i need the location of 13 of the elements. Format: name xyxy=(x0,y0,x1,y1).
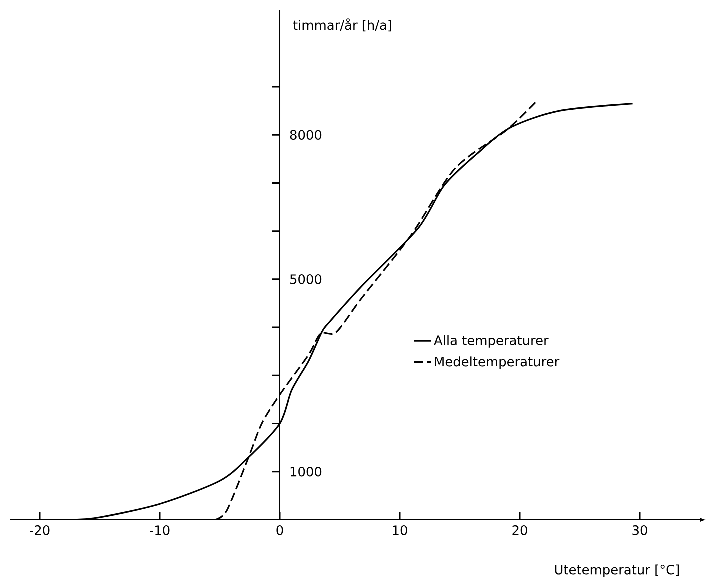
x-tick-label: 30 xyxy=(632,526,648,536)
x-tick-label: 20 xyxy=(512,526,528,536)
x-tick-label: 10 xyxy=(393,526,408,536)
x-tick-label: -20 xyxy=(30,526,50,536)
legend-label: Medeltemperaturer xyxy=(435,356,560,370)
x-axis-title: Utetemperatur [°C] xyxy=(555,564,680,578)
y-tick-label: 1000 xyxy=(290,466,322,477)
y-tick-label: 5000 xyxy=(290,274,322,284)
y-axis-title: timmar/år [h/a] xyxy=(293,18,392,32)
x-tick-label: -10 xyxy=(150,526,170,536)
x-tick-label: 0 xyxy=(276,526,284,536)
legend-label: Alla temperaturer xyxy=(434,335,549,348)
y-tick-label: 8000 xyxy=(290,130,322,140)
